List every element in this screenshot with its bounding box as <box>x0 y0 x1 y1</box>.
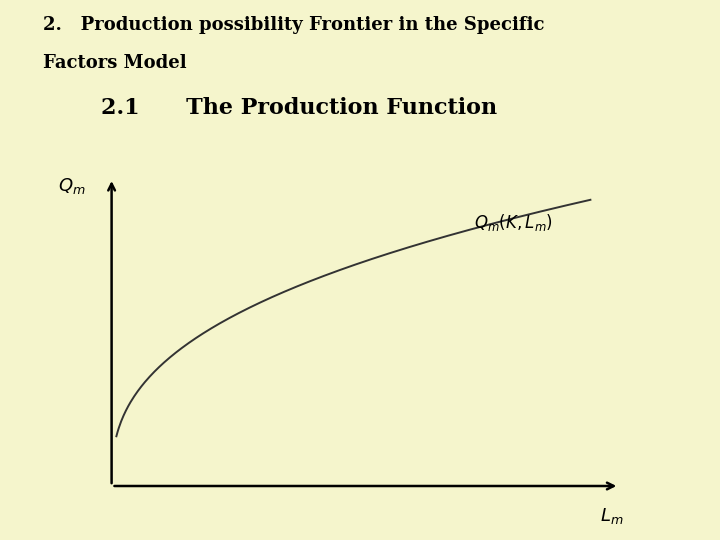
Text: $L_m$: $L_m$ <box>600 505 624 526</box>
Text: $Q_m$: $Q_m$ <box>58 176 86 197</box>
Text: 2.1      The Production Function: 2.1 The Production Function <box>101 97 497 119</box>
Text: 2.   Production possibility Frontier in the Specific: 2. Production possibility Frontier in th… <box>43 16 545 34</box>
Text: $Q_m(K, L_m)$: $Q_m(K, L_m)$ <box>474 212 554 233</box>
Text: Factors Model: Factors Model <box>43 54 186 72</box>
